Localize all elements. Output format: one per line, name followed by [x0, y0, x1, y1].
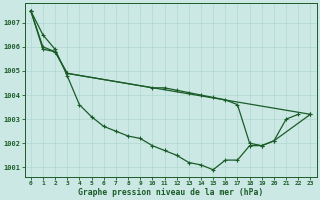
X-axis label: Graphe pression niveau de la mer (hPa): Graphe pression niveau de la mer (hPa)	[78, 188, 263, 197]
